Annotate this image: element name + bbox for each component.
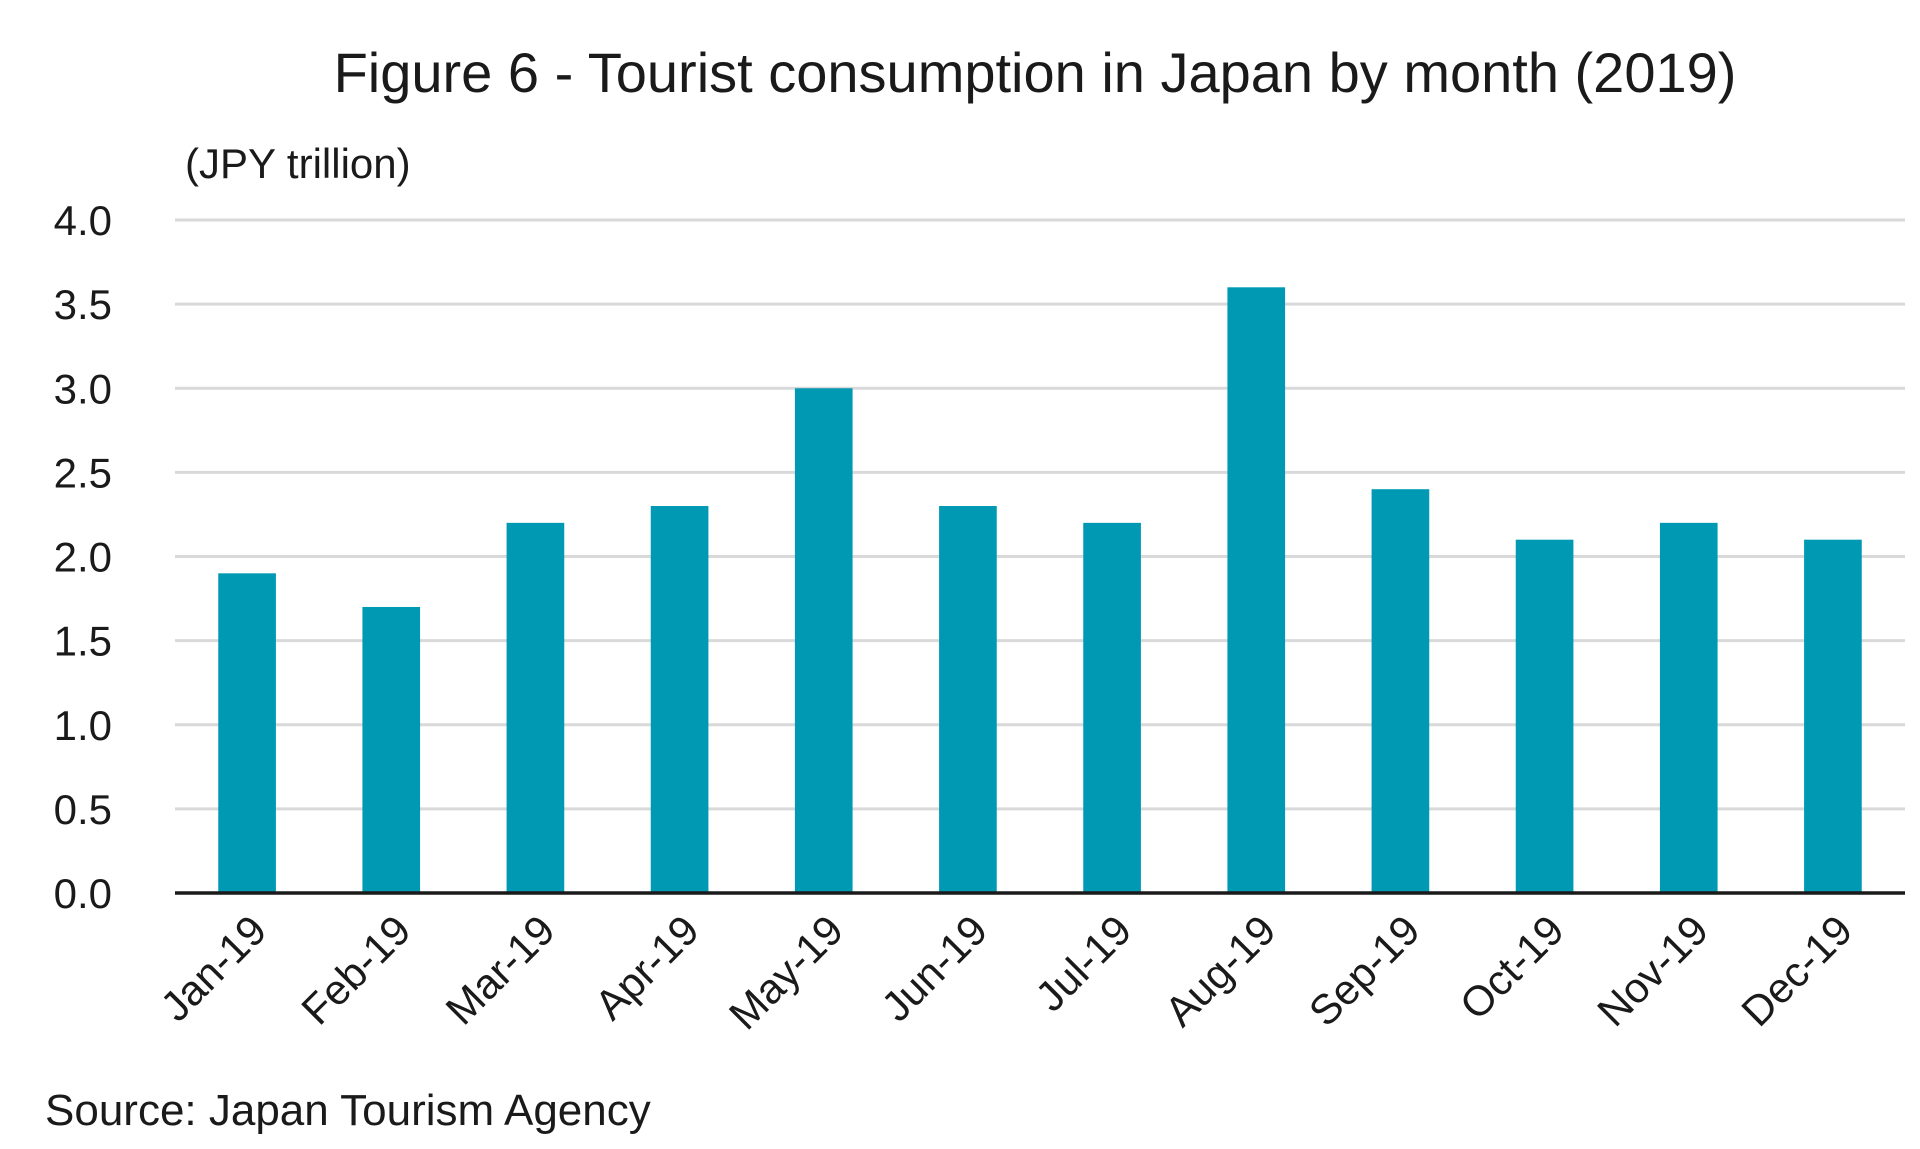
x-tick-label: Sep-19 bbox=[1300, 906, 1429, 1035]
x-tick-label: May-19 bbox=[720, 906, 852, 1038]
y-tick-label: 2.5 bbox=[54, 449, 112, 496]
y-tick-label: 0.5 bbox=[54, 786, 112, 833]
bar-feb-19 bbox=[362, 606, 421, 893]
y-tick-label: 1.5 bbox=[54, 618, 112, 665]
x-tick-label: Jun-19 bbox=[872, 906, 996, 1030]
x-tick-label: Oct-19 bbox=[1451, 906, 1573, 1028]
y-tick-label: 3.0 bbox=[54, 365, 112, 412]
bar-nov-19 bbox=[1659, 522, 1718, 893]
bar-oct-19 bbox=[1515, 539, 1574, 893]
bar-sep-19 bbox=[1371, 489, 1430, 893]
x-tick-label: Jan-19 bbox=[151, 906, 275, 1030]
y-tick-label: 0.0 bbox=[54, 870, 112, 917]
y-axis-ticks: 0.0 0.5 1.0 1.5 2.0 2.5 3.0 3.5 4.0 bbox=[54, 197, 112, 917]
bar-aug-19 bbox=[1227, 287, 1286, 893]
bar-jul-19 bbox=[1083, 522, 1141, 893]
chart-title: Figure 6 - Tourist consumption in Japan … bbox=[334, 41, 1737, 104]
bars bbox=[218, 287, 1862, 893]
y-tick-label: 3.5 bbox=[54, 281, 112, 328]
x-tick-label: Nov-19 bbox=[1588, 906, 1717, 1035]
x-tick-label: Jul-19 bbox=[1026, 906, 1140, 1020]
y-tick-label: 2.0 bbox=[54, 534, 112, 581]
bar-jan-19 bbox=[218, 573, 276, 893]
y-tick-label: 4.0 bbox=[54, 197, 112, 244]
x-tick-label: Aug-19 bbox=[1156, 906, 1285, 1035]
x-tick-label: Feb-19 bbox=[292, 906, 419, 1033]
y-axis-unit-label: (JPY trillion) bbox=[185, 140, 411, 187]
x-tick-label: Dec-19 bbox=[1732, 906, 1861, 1035]
bar-dec-19 bbox=[1804, 539, 1862, 893]
bar-jun-19 bbox=[939, 506, 997, 893]
x-axis-ticks: Jan-19 Feb-19 Mar-19 Apr-19 May-19 Jun-19 Jul-… bbox=[151, 906, 1861, 1038]
gridlines bbox=[175, 218, 1905, 811]
bar-mar-19 bbox=[506, 522, 565, 893]
bar-apr-19 bbox=[650, 506, 709, 893]
x-tick-label: Apr-19 bbox=[586, 906, 708, 1028]
x-tick-label: Mar-19 bbox=[436, 906, 563, 1033]
source-note: Source: Japan Tourism Agency bbox=[45, 1086, 651, 1135]
bar-may-19 bbox=[794, 388, 853, 893]
y-tick-label: 1.0 bbox=[54, 702, 112, 749]
